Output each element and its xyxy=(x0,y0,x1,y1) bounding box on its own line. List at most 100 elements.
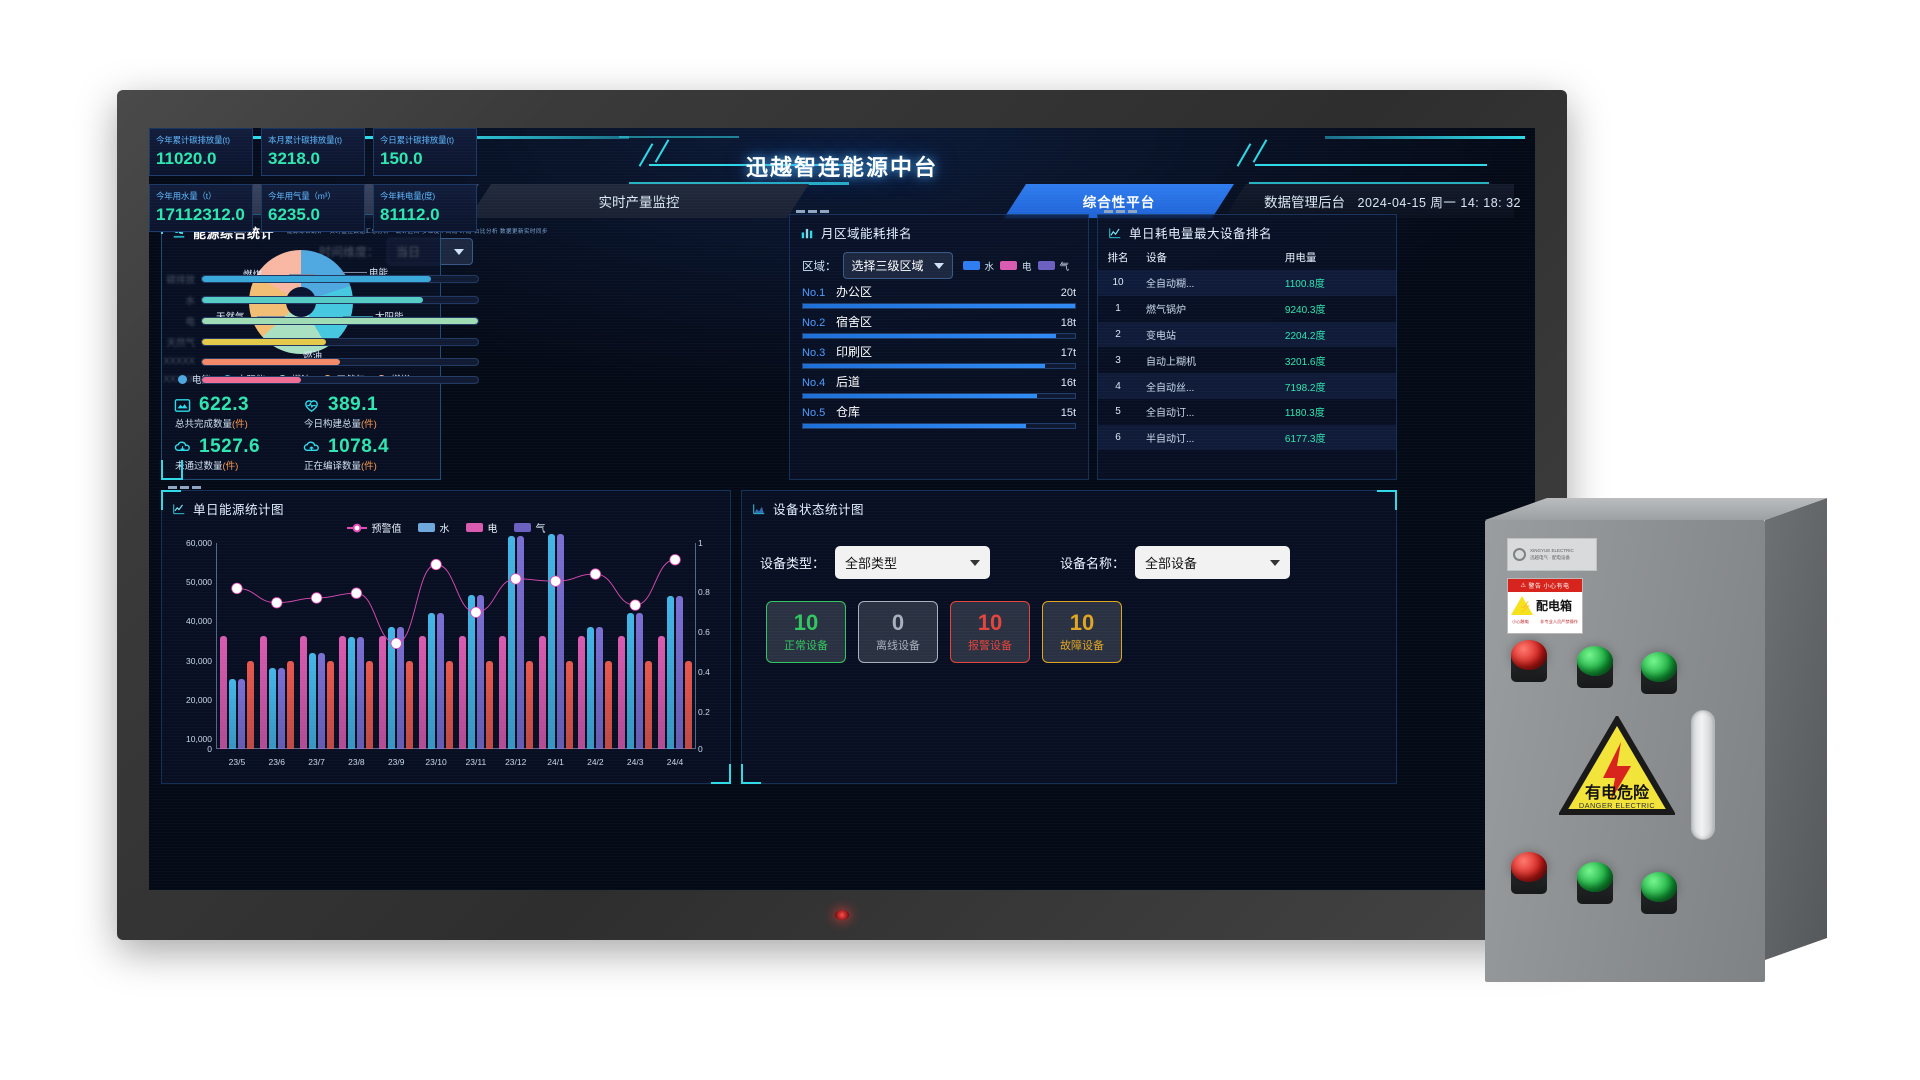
rank-fill xyxy=(803,364,1046,368)
legend-item-electric[interactable]: 电 xyxy=(1000,259,1032,273)
x-tick-label: 23/12 xyxy=(505,757,527,767)
device-type-select[interactable]: 全部类型 xyxy=(835,546,991,579)
rank-item[interactable]: No.2 宿舍区 18t xyxy=(790,309,1088,339)
indicator-lamp-green[interactable] xyxy=(1573,646,1617,690)
legend-item-gas[interactable]: 气 xyxy=(513,520,546,535)
progress-fill xyxy=(202,297,423,303)
chevron-down-icon xyxy=(933,262,944,269)
image-icon xyxy=(174,398,191,412)
y-tick-left: 20,000 xyxy=(186,694,212,705)
indicator-lamp-red[interactable] xyxy=(1507,640,1551,684)
cabinet-top-panel xyxy=(1485,498,1827,520)
cell-rank: 4 xyxy=(1115,380,1121,392)
bar-电 xyxy=(498,635,506,749)
bar-电 xyxy=(578,635,586,749)
legend-swatch xyxy=(465,523,483,532)
rank-fill xyxy=(803,304,1075,308)
table-row[interactable]: 5 全自动订... 1180.3度 xyxy=(1098,399,1396,425)
legend-label: 电 xyxy=(1022,261,1032,273)
danger-sign-en: DANGER ELECTRIC xyxy=(1579,801,1655,810)
energy-stat-cell: 1527.6 未通过数量(件) xyxy=(174,436,303,472)
bar-报警 xyxy=(685,661,693,749)
rank-fill xyxy=(803,334,1056,338)
bar-group: 24/4 xyxy=(655,543,695,767)
threshold-line-marker xyxy=(471,607,482,618)
rank-item[interactable]: No.4 后道 16t xyxy=(790,369,1088,399)
kpi-card: 今年用气量（m³） 6235.0 xyxy=(261,184,365,232)
energy-stat-unit: (件) xyxy=(232,419,248,430)
table-row[interactable]: 1 燃气锅炉 9240.3度 xyxy=(1098,296,1396,322)
table-row[interactable]: 4 全自动丝... 7198.2度 xyxy=(1098,373,1396,399)
threshold-line-marker xyxy=(271,597,282,608)
device-name-select[interactable]: 全部设备 xyxy=(1135,546,1291,579)
rank-index: No.1 xyxy=(802,287,826,299)
x-tick-label: 23/5 xyxy=(228,757,246,767)
main-nav-tabs: 实时能源监控 实时产量监控 综合性平台 数据管理后台 2024-04-15 周一… xyxy=(149,184,1535,218)
progress-fill xyxy=(202,339,327,345)
warning-foot-left: 小心触电 xyxy=(1512,619,1529,624)
energy-stat-label: 未通过数量 xyxy=(175,461,223,472)
status-card-alarm[interactable]: 10 报警设备 xyxy=(950,601,1030,663)
rank-fill xyxy=(803,394,1037,398)
donut-leader xyxy=(257,316,285,317)
cell-usage: 9240.3度 xyxy=(1284,305,1326,317)
x-tick-label: 24/3 xyxy=(626,757,644,767)
threshold-line-path xyxy=(237,560,675,644)
bar-气 xyxy=(516,536,524,749)
cloud-down-icon xyxy=(174,441,190,451)
indicator-lamp-red[interactable] xyxy=(1507,852,1551,896)
energy-stat-cell: 622.3 总共完成数量(件) xyxy=(174,394,303,430)
indicator-lamp-green[interactable] xyxy=(1637,652,1681,696)
panel-tabmark xyxy=(1104,210,1137,213)
bar-气 xyxy=(237,678,245,749)
y-tick-left: 30,000 xyxy=(186,655,212,666)
cell-device: 自动上糊机 xyxy=(1146,356,1196,368)
rank-item[interactable]: No.1 办公区 20t xyxy=(790,279,1088,309)
bar-报警 xyxy=(286,661,294,749)
bar-报警 xyxy=(485,661,493,749)
kpi-card-label: 今年耗电量(度) xyxy=(380,191,436,201)
tab-data-admin[interactable]: 数据管理后台 xyxy=(1224,184,1514,218)
region-select[interactable]: 选择三级区域 xyxy=(842,252,953,279)
warning-title: 配电箱 xyxy=(1536,599,1573,613)
cabinet-handle[interactable] xyxy=(1691,710,1715,840)
legend-item-water[interactable]: 水 xyxy=(962,259,994,273)
cell-device: 全自动订... xyxy=(1146,408,1195,420)
legend-item-gas[interactable]: 气 xyxy=(1037,259,1069,273)
legend-item-threshold[interactable]: 预警值 xyxy=(346,520,402,535)
legend-item-water[interactable]: 水 xyxy=(417,520,450,535)
cell-device: 半自动订... xyxy=(1146,434,1195,446)
rank-item[interactable]: No.5 仓库 15t xyxy=(790,399,1088,429)
donut-label-electric: 电能 xyxy=(369,268,389,279)
bar-报警 xyxy=(525,661,533,749)
indicator-lamp-green[interactable] xyxy=(1573,862,1617,906)
table-row[interactable]: 3 自动上糊机 3201.6度 xyxy=(1098,347,1396,373)
tab-realtime-output[interactable]: 实时产量监控 xyxy=(469,184,809,218)
status-card-offline[interactable]: 0 离线设备 xyxy=(858,601,938,663)
table-row[interactable]: 2 变电站 2204.2度 xyxy=(1098,321,1396,348)
status-card-normal[interactable]: 10 正常设备 xyxy=(766,601,846,663)
rank-item[interactable]: No.3 印刷区 17t xyxy=(790,339,1088,369)
status-card-fault[interactable]: 10 故障设备 xyxy=(1042,601,1122,663)
table-row[interactable]: 6 半自动订... 6177.3度 xyxy=(1098,424,1396,451)
panel-title-daily-energy: 单日能源统计图 xyxy=(162,491,730,522)
indicator-lamp-green[interactable] xyxy=(1637,872,1681,916)
x-tick-label: 24/1 xyxy=(547,757,564,767)
table-row[interactable]: 10 全自动糊... 1100.8度 xyxy=(1098,270,1396,296)
cell-device: 全自动糊... xyxy=(1146,279,1195,291)
dashboard-screen: 迅越智连能源中台 实时能源监控 实时产量监控 综合性平台 数据管理后台 2024… xyxy=(149,128,1535,890)
x-tick-label: 24/2 xyxy=(587,757,604,767)
status-card-label: 故障设备 xyxy=(1060,639,1104,652)
legend-item-electric[interactable]: 电 xyxy=(465,520,498,535)
kpi-card: 今年用水量（t） 17112312.0 xyxy=(149,184,253,232)
progress-fill xyxy=(202,358,340,365)
rank-track xyxy=(802,423,1076,429)
bar-气 xyxy=(397,627,405,749)
bar-报警 xyxy=(246,661,254,749)
page-title: 迅越智连能源中台 xyxy=(745,155,939,180)
cabinet-side-panel xyxy=(1765,498,1827,960)
cell-device: 燃气锅炉 xyxy=(1146,305,1186,317)
y-tick-right: 0.4 xyxy=(698,666,710,677)
panel-label: 设备状态统计图 xyxy=(773,503,865,517)
electric-hazard-icon: ⚡ xyxy=(1511,596,1533,615)
